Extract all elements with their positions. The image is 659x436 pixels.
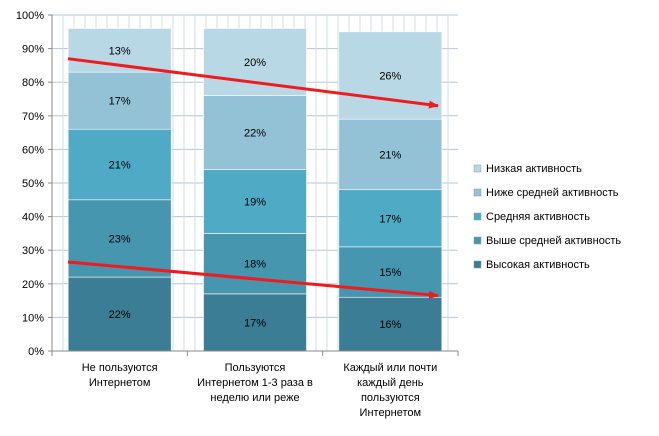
segment-value-label: 21% [379,149,401,161]
y-tick-label: 80% [22,77,44,89]
legend-label: Низкая активность [486,163,582,175]
bar-segment [338,296,443,352]
bar-segment [67,128,172,201]
segment-value-label: 23% [109,233,131,245]
segment-value-label: 21% [109,160,131,172]
segment-value-label: 16% [379,319,401,331]
bar-segment [203,28,307,96]
y-tick-label: 10% [22,312,44,324]
y-tick-label: 100% [16,10,44,22]
y-tick-label: 40% [22,212,44,224]
category-label: Пользуются Интернетом 1-3 раза в неделю ил… [197,362,313,404]
legend-swatch [473,188,482,197]
bar-segment [67,71,172,130]
segment-value-label: 15% [379,267,401,279]
category-label: Каждый или почти каждый день пользуются Инт… [343,362,437,419]
y-tick-label: 60% [22,144,44,156]
bar-segment [203,169,307,234]
y-tick-labels: 0% 10% 20% 30% 40% 50% 60% 70% 80% 90% 100% [16,10,44,358]
y-tick-label: 0% [28,346,44,358]
legend-label: Выше средней активность [486,235,621,247]
y-tick-label: 90% [22,44,44,56]
y-tick-label: 20% [22,279,44,291]
axes [48,14,459,356]
bar-segment [203,95,307,170]
legend-label: Средняя активность [486,211,590,223]
segment-value-label: 19% [244,196,266,208]
bar-segment [203,293,307,352]
y-tick-label: 30% [22,245,44,257]
bar-segment [338,118,443,191]
legend-swatch [473,164,482,173]
trend-arrows [67,57,439,299]
bar-segment [67,276,172,352]
segment-value-label: 22% [109,309,131,321]
segment-value-label: 17% [379,213,401,225]
segment-value-label: 17% [244,317,266,329]
legend-label: Ниже средней активность [486,187,619,199]
segment-value-label: 13% [109,45,131,57]
category-label: Не пользуются Интернетом [82,362,158,389]
trend-arrow [67,260,439,299]
segment-value-label: 18% [244,259,266,271]
legend-swatch [473,212,482,221]
segment-value-label: 22% [244,128,266,140]
legend-label: Высокая активность [486,259,590,271]
legend-swatch [473,260,482,269]
bars: 22% 23% 21% 17% 13% 17% 18% 19% 22% 20% 16% 15% 17% 2… [67,28,443,352]
bar-segment [203,233,307,295]
segment-value-label: 20% [244,57,266,69]
y-tick-label: 70% [22,111,44,123]
trend-arrow [67,57,439,109]
legend-swatch [473,236,482,245]
category-labels: Не пользуются Интернетом Пользуются Интерне… [82,362,438,419]
segment-value-label: 26% [379,70,401,82]
segment-value-label: 17% [109,96,131,108]
bar-segment [338,189,443,248]
y-tick-label: 50% [22,178,44,190]
legend: Низкая активность Ниже средней активность… [473,163,621,271]
